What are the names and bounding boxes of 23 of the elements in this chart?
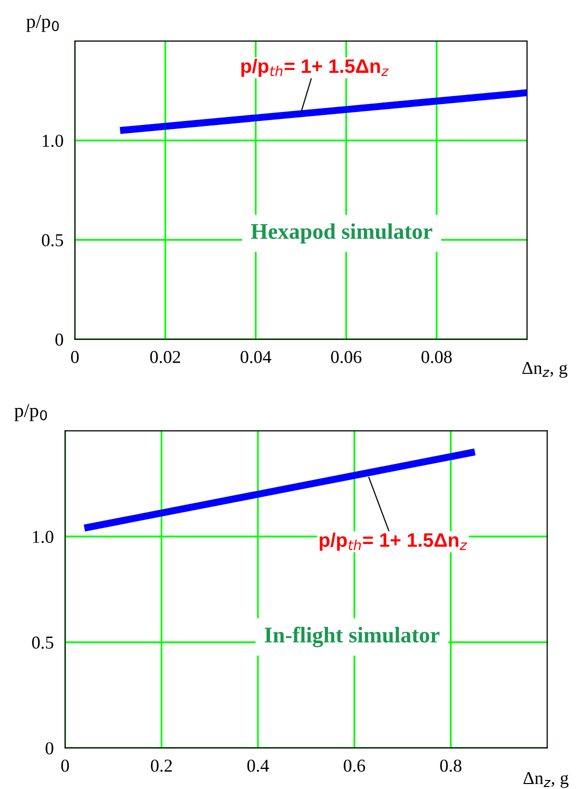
x-tick-label: 0.2 <box>150 760 172 772</box>
y-tick-label: 0.5 <box>42 234 64 246</box>
x-tick-label: 0.6 <box>344 760 366 772</box>
y-axis-title: p/p$_{0}$ <box>14 404 47 422</box>
annotation: Hexapod simulator <box>250 223 432 244</box>
y-tick-label: 1.0 <box>32 530 54 544</box>
annotation: In-flight simulator <box>264 626 440 648</box>
y-tick-label: 1.0 <box>42 134 64 147</box>
y-tick-label: 0.5 <box>32 636 54 649</box>
x-tick-label: 0 <box>71 350 79 364</box>
x-axis-title: Δn$_{z}$, g <box>522 362 568 378</box>
y-axis-title: p/p$_{0}$ <box>26 14 59 32</box>
x-tick-label: 0.4 <box>247 760 269 772</box>
x-tick-label: 0.02 <box>150 350 180 364</box>
x-tick-label: 0.04 <box>240 350 272 364</box>
annotation: p/p$_{th}$= 1+ 1.5Δn$_{z}$ <box>320 532 468 551</box>
y-tick-label: 0 <box>55 334 64 346</box>
x-axis-title: Δn$_{z}$, g <box>524 772 569 788</box>
y-tick-label: 0 <box>46 742 54 754</box>
annotation: p/p$_{th}$= 1+ 1.5Δn$_{z}$ <box>241 58 389 77</box>
x-tick-label: 0.06 <box>331 350 362 364</box>
x-tick-label: 0.08 <box>422 350 452 364</box>
x-tick-label: 0.8 <box>440 760 462 772</box>
